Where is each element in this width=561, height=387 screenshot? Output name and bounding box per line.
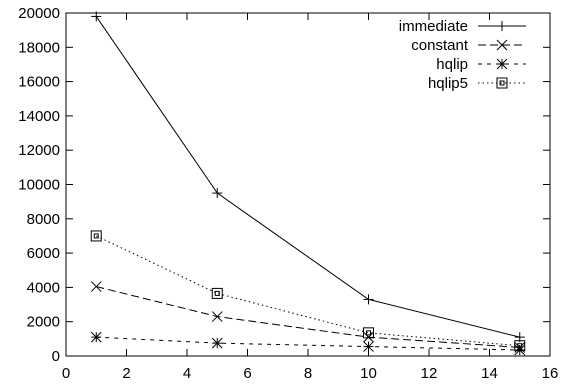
series-line-constant (96, 286, 520, 348)
y-tick-label: 16000 (18, 74, 60, 91)
data-point-immediate (91, 11, 102, 22)
series-layer (90, 11, 526, 356)
series-line-immediate (95, 16, 520, 338)
x-tick-label: 12 (421, 365, 438, 382)
y-tick-label: 4000 (27, 279, 60, 296)
plot-frame (65, 12, 551, 357)
series-line-hqlip5 (96, 235, 520, 347)
y-tick-label: 12000 (18, 142, 60, 159)
data-point-constant (211, 311, 223, 322)
data-point-hqlip5 (363, 327, 374, 339)
data-point-constant (90, 281, 102, 292)
axes-layer: 0 2000 4000 6000 8000 10000 12000 14000 16000 180… (18, 5, 558, 382)
data-point-immediate (212, 188, 223, 199)
data-point-constant (363, 331, 374, 343)
data-point-hqlip (514, 344, 526, 356)
legend-marker-hqlip (496, 58, 508, 70)
y-tick-label: 18000 (18, 39, 60, 56)
x-tick-label: 10 (360, 365, 377, 382)
legend-label-hqlip5: hqlip5 (428, 75, 468, 92)
legend: immediate constant hqlip hqlip5 (399, 18, 526, 92)
y-tick-label: 0 (52, 348, 60, 365)
y-tick-label: 10000 (18, 177, 60, 194)
y-tick-label: 6000 (27, 245, 60, 262)
x-tick-label: 14 (481, 365, 498, 382)
legend-label-immediate: immediate (399, 18, 468, 35)
data-point-hqlip (90, 331, 102, 343)
x-tick-label: 0 (62, 365, 70, 382)
data-point-hqlip (363, 341, 374, 352)
legend-marker-immediate (497, 21, 507, 31)
y-tick-label: 8000 (27, 211, 60, 228)
y-tick-label: 20000 (18, 5, 60, 22)
data-point-hqlip5 (514, 340, 526, 352)
legend-label-constant: constant (411, 37, 469, 54)
x-tick-label: 8 (304, 365, 312, 382)
x-tick-label: 16 (542, 365, 559, 382)
data-point-hqlip5 (90, 230, 102, 242)
x-tick-label: 6 (243, 365, 251, 382)
legend-marker-hqlip5 (496, 77, 508, 89)
data-point-immediate (363, 294, 374, 305)
y-tick-label: 2000 (27, 314, 60, 331)
y-tick-label: 14000 (18, 108, 60, 125)
data-point-hqlip5 (211, 287, 223, 299)
legend-marker-constant (496, 39, 508, 51)
data-point-hqlip (211, 337, 223, 349)
legend-label-hqlip: hqlip (436, 56, 468, 73)
x-tick-label: 2 (122, 365, 130, 382)
x-tick-label: 4 (183, 365, 191, 382)
